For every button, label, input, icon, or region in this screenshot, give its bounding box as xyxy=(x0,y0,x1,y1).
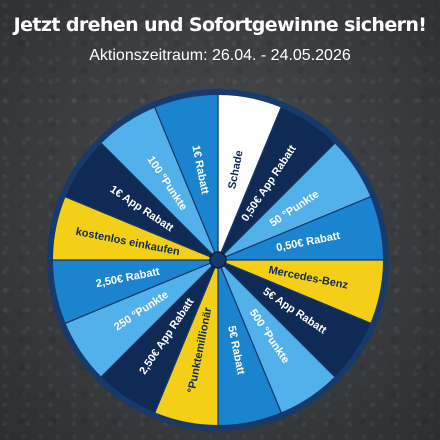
campaign-period: Aktionszeitraum: 26.04. - 24.05.2026 xyxy=(89,47,351,64)
wheel-hub[interactable] xyxy=(209,251,227,269)
headline: Jetzt drehen und Sofortgewinne sichern! xyxy=(13,14,427,36)
wheel-rim xyxy=(47,89,389,431)
